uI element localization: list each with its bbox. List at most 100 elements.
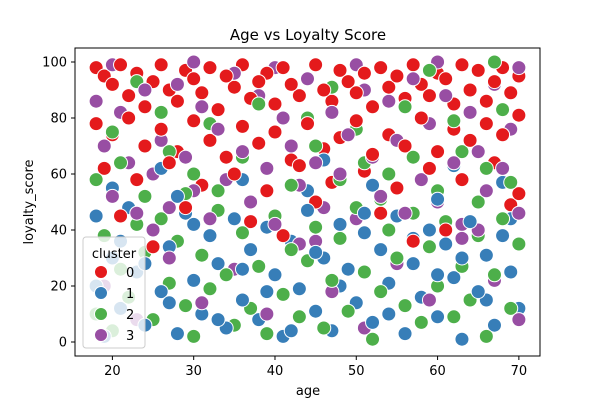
data-point-cluster-3 bbox=[96, 138, 112, 154]
data-point-cluster-1 bbox=[234, 292, 250, 308]
data-point-cluster-3 bbox=[243, 194, 259, 210]
data-point-cluster-2 bbox=[194, 247, 210, 263]
data-point-cluster-0 bbox=[226, 166, 242, 182]
data-point-cluster-2 bbox=[373, 284, 389, 300]
data-point-cluster-3 bbox=[300, 71, 315, 87]
data-point-cluster-1 bbox=[210, 312, 226, 328]
data-point-cluster-2 bbox=[397, 99, 413, 115]
data-point-cluster-1 bbox=[234, 261, 250, 277]
data-point-cluster-2 bbox=[413, 314, 429, 330]
data-point-cluster-0 bbox=[137, 138, 153, 154]
data-point-cluster-2 bbox=[340, 303, 356, 319]
data-point-cluster-0 bbox=[129, 172, 145, 188]
x-tick-label: 60 bbox=[429, 364, 446, 379]
y-tick-label: 80 bbox=[50, 112, 67, 127]
data-point-cluster-1 bbox=[495, 228, 511, 244]
data-point-cluster-0 bbox=[202, 132, 218, 148]
data-point-cluster-0 bbox=[397, 138, 413, 154]
data-point-cluster-0 bbox=[373, 205, 389, 221]
data-point-cluster-0 bbox=[251, 74, 267, 90]
data-point-cluster-0 bbox=[121, 110, 137, 126]
data-point-cluster-2 bbox=[478, 160, 494, 176]
data-point-cluster-0 bbox=[421, 88, 437, 104]
data-point-cluster-0 bbox=[113, 57, 129, 73]
data-point-cluster-2 bbox=[291, 309, 307, 325]
data-point-cluster-2 bbox=[88, 172, 104, 188]
data-point-cluster-2 bbox=[454, 144, 470, 160]
data-point-cluster-1 bbox=[259, 284, 275, 300]
legend-label-0: 0 bbox=[126, 266, 134, 281]
data-point-cluster-0 bbox=[340, 74, 356, 90]
data-point-cluster-2 bbox=[495, 211, 511, 227]
data-point-cluster-3 bbox=[421, 292, 437, 308]
data-point-cluster-0 bbox=[421, 160, 437, 176]
data-point-cluster-2 bbox=[421, 239, 437, 255]
data-point-cluster-0 bbox=[283, 76, 299, 92]
data-point-cluster-3 bbox=[161, 200, 177, 216]
data-point-cluster-1 bbox=[186, 272, 202, 288]
data-point-cluster-1 bbox=[186, 216, 202, 232]
data-point-cluster-1 bbox=[169, 188, 185, 204]
y-tick-label: 40 bbox=[50, 224, 67, 239]
data-point-cluster-3 bbox=[88, 93, 104, 109]
data-point-cluster-0 bbox=[316, 82, 332, 98]
data-point-cluster-2 bbox=[283, 177, 299, 193]
data-point-cluster-2 bbox=[332, 230, 348, 246]
data-point-cluster-0 bbox=[511, 186, 527, 202]
data-point-cluster-0 bbox=[275, 228, 291, 244]
data-point-cluster-3 bbox=[259, 160, 275, 176]
data-point-cluster-0 bbox=[348, 85, 364, 101]
data-point-cluster-2 bbox=[421, 62, 437, 78]
data-point-cluster-2 bbox=[104, 124, 120, 140]
data-point-cluster-0 bbox=[169, 93, 185, 109]
data-point-cluster-3 bbox=[511, 312, 527, 328]
data-point-cluster-2 bbox=[486, 267, 502, 283]
data-point-cluster-0 bbox=[348, 113, 364, 129]
data-point-cluster-0 bbox=[365, 99, 381, 115]
data-point-cluster-1 bbox=[169, 326, 185, 342]
data-point-cluster-3 bbox=[169, 76, 185, 92]
data-point-cluster-2 bbox=[275, 286, 291, 302]
x-axis: 20 30 40 50 60 70 bbox=[104, 356, 527, 379]
data-point-cluster-3 bbox=[340, 127, 356, 143]
data-point-cluster-2 bbox=[178, 298, 194, 314]
data-point-cluster-1 bbox=[210, 256, 226, 272]
data-point-cluster-1 bbox=[356, 225, 372, 241]
data-point-cluster-0 bbox=[161, 155, 177, 171]
data-point-cluster-2 bbox=[397, 298, 413, 314]
data-point-cluster-0 bbox=[373, 60, 389, 76]
data-point-cluster-1 bbox=[486, 317, 502, 333]
data-point-cluster-2 bbox=[186, 166, 202, 182]
data-point-cluster-1 bbox=[438, 236, 454, 252]
data-point-cluster-1 bbox=[161, 295, 177, 311]
data-point-cluster-1 bbox=[454, 250, 470, 266]
data-point-cluster-0 bbox=[121, 88, 137, 104]
legend-label-3: 3 bbox=[126, 329, 134, 344]
data-point-cluster-0 bbox=[259, 183, 275, 199]
data-point-cluster-0 bbox=[218, 68, 234, 84]
data-point-cluster-1 bbox=[373, 242, 389, 258]
data-point-cluster-0 bbox=[218, 149, 234, 165]
data-point-cluster-0 bbox=[267, 124, 283, 140]
data-point-cluster-0 bbox=[478, 116, 494, 132]
data-point-cluster-3 bbox=[462, 104, 478, 120]
y-tick-label: 0 bbox=[59, 336, 67, 351]
data-point-cluster-1 bbox=[397, 326, 413, 342]
x-tick-label: 50 bbox=[348, 364, 365, 379]
data-point-cluster-0 bbox=[454, 172, 470, 188]
data-point-cluster-0 bbox=[438, 71, 454, 87]
y-axis-label: loyalty_score bbox=[22, 159, 37, 244]
data-point-cluster-2 bbox=[259, 326, 275, 342]
data-point-cluster-3 bbox=[495, 160, 511, 176]
data-point-cluster-1 bbox=[446, 270, 462, 286]
data-point-cluster-2 bbox=[283, 242, 299, 258]
data-point-cluster-3 bbox=[194, 295, 210, 311]
data-point-cluster-2 bbox=[470, 194, 486, 210]
data-point-cluster-2 bbox=[218, 267, 234, 283]
data-point-cluster-1 bbox=[308, 244, 324, 260]
y-tick-label: 100 bbox=[42, 56, 67, 71]
data-point-cluster-3 bbox=[324, 104, 340, 120]
data-point-cluster-3 bbox=[381, 93, 397, 109]
